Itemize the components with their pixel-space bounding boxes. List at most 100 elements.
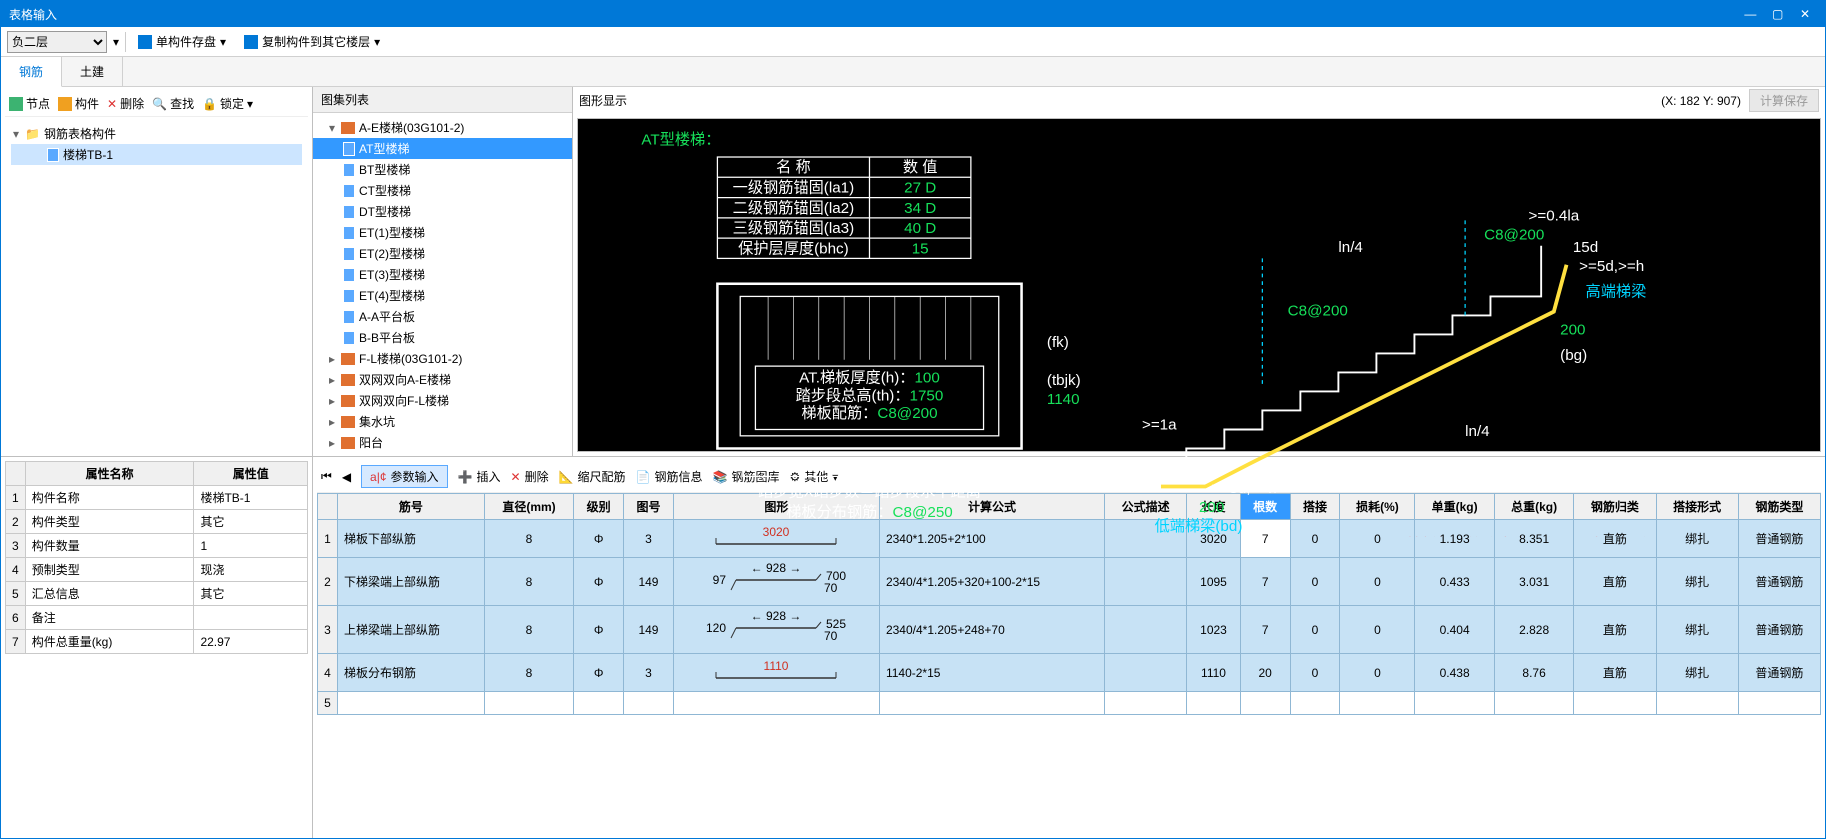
close-icon[interactable]: ✕ [1793, 7, 1817, 21]
nav-first-icon[interactable]: ⏮ [321, 469, 332, 484]
svg-text:(tbjk): (tbjk) [1047, 372, 1081, 389]
left-panel: 节点 构件 ✕删除 🔍查找 🔒锁定▾ ▾📁钢筋表格构件 楼梯TB-1 [1, 87, 313, 456]
svg-text:lsn = bs * m = 260 * 9: lsn = bs * m = 260 * 9 [797, 460, 942, 477]
component-icon [58, 97, 72, 111]
sheet-icon [47, 148, 59, 162]
property-row[interactable]: 6备注 [6, 606, 308, 630]
atlas-group[interactable]: ▸零星构件 [313, 453, 572, 456]
atlas-item[interactable]: ET(3)型楼梯 [313, 264, 572, 285]
sheet-icon [343, 184, 355, 198]
atlas-group[interactable]: ▸F-L楼梯(03G101-2) [313, 348, 572, 369]
table-row[interactable]: 4梯板分布钢筋8Φ311101140-2*15111020000.4388.76… [318, 654, 1821, 692]
property-row[interactable]: 2构件类型其它 [6, 510, 308, 534]
dropdown-icon[interactable]: ▾ [113, 35, 119, 49]
property-panel: 属性名称属性值 1构件名称楼梯TB-12构件类型其它3构件数量14预制类型现浇5… [1, 457, 313, 838]
svg-text:70: 70 [824, 629, 838, 643]
delete-icon: ✕ [107, 97, 117, 111]
save-single-button[interactable]: 单构件存盘▾ [132, 31, 232, 52]
table-row[interactable]: 2下梯梁端上部纵筋8Φ149← 928 →97700702340/4*1.205… [318, 558, 1821, 606]
svg-text:(bg): (bg) [1560, 347, 1587, 364]
svg-text:40 D: 40 D [904, 220, 936, 237]
atlas-item[interactable]: CT型楼梯 [313, 180, 572, 201]
atlas-item[interactable]: B-B平台板 [313, 327, 572, 348]
minimize-icon[interactable]: — [1738, 7, 1762, 21]
atlas-group[interactable]: ▸双网双向A-E楼梯 [313, 369, 572, 390]
svg-text:高端梯梁: 高端梯梁 [1586, 283, 1647, 300]
main-toolbar: 负二层 ▾ 单构件存盘▾ 复制构件到其它楼层▾ [1, 27, 1825, 57]
svg-text:34 D: 34 D [904, 200, 936, 217]
svg-text:注：1.楼梯板钢筋信息也可在下表中直接输入。: 注：1.楼梯板钢筋信息也可在下表中直接输入。 [1364, 536, 1680, 537]
sheet-icon [343, 205, 355, 219]
tab-civil[interactable]: 土建 [62, 57, 123, 86]
save-icon [138, 35, 152, 49]
sheet-icon [343, 331, 355, 345]
sheet-icon [343, 163, 355, 177]
atlas-item[interactable]: AT型楼梯 [313, 138, 572, 159]
table-row[interactable]: 3上梯梁端上部纵筋8Φ149← 928 →120525702340/4*1.20… [318, 606, 1821, 654]
svg-text:120: 120 [706, 621, 726, 635]
maximize-icon[interactable]: ▢ [1766, 7, 1790, 21]
tab-rebar[interactable]: 钢筋 [1, 57, 62, 87]
svg-text:一级钢筋锚固(la1): 一级钢筋锚固(la1) [733, 180, 855, 197]
svg-text:200: 200 [1199, 499, 1224, 516]
floor-select[interactable]: 负二层 [7, 31, 107, 53]
svg-text:梯板分布钢筋：C8@250: 梯板分布钢筋：C8@250 [786, 503, 952, 521]
diagram-svg: AT型楼梯： 名 称 数 值 一级钢筋锚固(la1) 27 D 二级钢筋锚固(l… [578, 119, 1820, 537]
atlas-item[interactable]: ET(2)型楼梯 [313, 243, 572, 264]
property-row[interactable]: 4预制类型现浇 [6, 558, 308, 582]
diagram-canvas[interactable]: AT型楼梯： 名 称 数 值 一级钢筋锚固(la1) 27 D 二级钢筋锚固(l… [577, 118, 1821, 452]
svg-text:← 928 →: ← 928 → [751, 610, 802, 623]
property-row[interactable]: 1构件名称楼梯TB-1 [6, 486, 308, 510]
tree-root[interactable]: ▾📁钢筋表格构件 [11, 123, 302, 144]
atlas-title: 图集列表 [313, 87, 572, 113]
column-header[interactable]: 直径(mm) [484, 494, 573, 520]
atlas-group[interactable]: ▸双网双向F-L楼梯 [313, 390, 572, 411]
find-button[interactable]: 🔍查找 [152, 95, 194, 112]
delete-button[interactable]: ✕删除 [107, 95, 144, 112]
copy-other-button[interactable]: 复制构件到其它楼层▾ [238, 31, 386, 52]
atlas-group[interactable]: ▸阳台 [313, 432, 572, 453]
svg-text:ln/4: ln/4 [1338, 239, 1363, 256]
property-row[interactable]: 7构件总重量(kg)22.97 [6, 630, 308, 654]
book-icon [341, 374, 355, 386]
book-icon [341, 353, 355, 365]
lock-button[interactable]: 🔒锁定▾ [202, 95, 253, 112]
table-row[interactable]: 5 [318, 692, 1821, 715]
book-icon [341, 437, 355, 449]
svg-text:低端梯梁(bd): 低端梯梁(bd) [1155, 518, 1243, 535]
search-icon: 🔍 [152, 97, 167, 111]
property-row[interactable]: 5汇总信息其它 [6, 582, 308, 606]
lock-icon: 🔒 [202, 97, 217, 111]
atlas-item[interactable]: ET(1)型楼梯 [313, 222, 572, 243]
svg-text:梯板配筋：C8@200: 梯板配筋：C8@200 [801, 404, 937, 422]
svg-text:15: 15 [912, 240, 929, 257]
book-icon [341, 395, 355, 407]
copy-icon [244, 35, 258, 49]
tree-item-selected[interactable]: 楼梯TB-1 [11, 144, 302, 165]
titlebar: 表格输入 — ▢ ✕ [1, 1, 1825, 27]
atlas-item[interactable]: ET(4)型楼梯 [313, 285, 572, 306]
property-row[interactable]: 3构件数量1 [6, 534, 308, 558]
calc-save-button[interactable]: 计算保存 [1749, 89, 1819, 112]
svg-text:70: 70 [824, 581, 838, 595]
atlas-group[interactable]: ▸集水坑 [313, 411, 572, 432]
svg-text:踏步宽X踏步数＝踏步段水平距离: 踏步宽X踏步数＝踏步段水平距离 [758, 484, 981, 501]
atlas-root[interactable]: ▾A-E楼梯(03G101-2) [313, 117, 572, 138]
atlas-item[interactable]: A-A平台板 [313, 306, 572, 327]
svg-text:ln/4: ln/4 [1465, 423, 1490, 440]
tab-bar: 钢筋 土建 [1, 57, 1825, 87]
svg-text:97: 97 [713, 573, 727, 587]
param-input-button[interactable]: a|¢参数输入 [361, 465, 447, 488]
svg-text:AT.梯板厚度(h)：100: AT.梯板厚度(h)：100 [799, 369, 940, 387]
nav-prev-icon[interactable]: ◀ [342, 470, 351, 484]
atlas-item[interactable]: BT型楼梯 [313, 159, 572, 180]
component-button[interactable]: 构件 [58, 95, 99, 112]
column-header[interactable]: 筋号 [338, 494, 485, 520]
svg-text:数 值: 数 值 [903, 159, 938, 176]
sheet-icon [343, 310, 355, 324]
insert-button[interactable]: ➕插入 [458, 468, 501, 485]
sheet-icon [343, 142, 355, 156]
atlas-item[interactable]: DT型楼梯 [313, 201, 572, 222]
delete-row-button[interactable]: ✕删除 [511, 468, 549, 485]
node-button[interactable]: 节点 [9, 95, 50, 112]
